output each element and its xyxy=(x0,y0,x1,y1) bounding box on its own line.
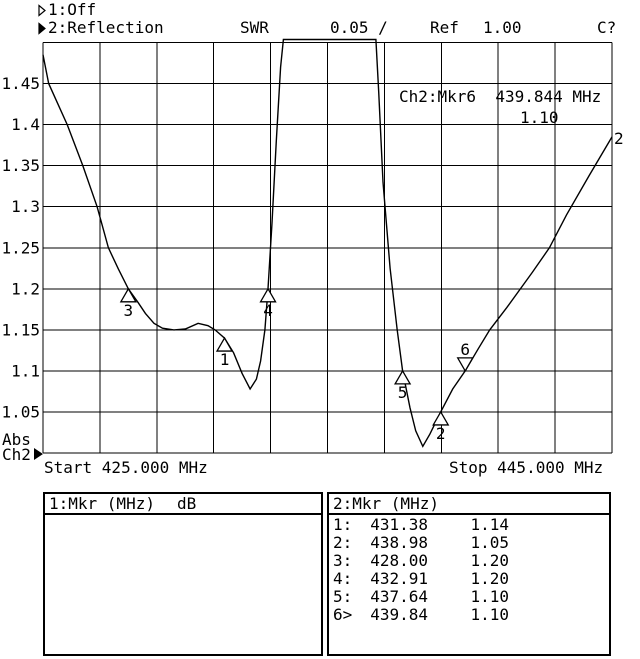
marker-value: 1.10 xyxy=(470,605,509,624)
ch1-marker-rows xyxy=(45,515,321,517)
ch2-marker-table: 2:Mkr (MHz) 1: 431.38 1.14 2: 438.98 1.05 3: 42… xyxy=(327,492,611,656)
ch2-marker-rows: 1: 431.38 1.14 2: 438.98 1.05 3: 428.00 1.20 4: 43… xyxy=(329,515,609,625)
format-label: SWR xyxy=(240,18,269,37)
marker-value: 1.05 xyxy=(470,533,509,552)
ch1-marker-table-header: 1:Mkr (MHz) dB xyxy=(45,494,321,515)
marker-3-triangle-icon xyxy=(119,287,137,303)
scale-per-div-value: 0.05 / xyxy=(330,18,388,37)
channel-1-status: 1:Off xyxy=(38,2,96,18)
ch1-marker-table: 1:Mkr (MHz) dB xyxy=(43,492,323,656)
marker-2-triangle-icon xyxy=(432,410,450,426)
y-tick-label: 1.2 xyxy=(11,279,40,298)
active-marker-readout-value: 1.10 xyxy=(520,108,559,127)
marker-1-triangle-icon xyxy=(215,336,234,352)
y-tick-label: 1.4 xyxy=(11,115,40,134)
marker-number: 4: xyxy=(333,569,353,588)
ch1-marker-table-unit: dB xyxy=(176,494,197,513)
channel-1-pointer-hollow-icon xyxy=(38,3,46,17)
marker-value: 1.20 xyxy=(470,551,509,570)
ch2-marker-table-header: 2:Mkr (MHz) xyxy=(329,494,609,515)
y-tick-label: 1.25 xyxy=(1,238,40,257)
marker-number: 6> xyxy=(333,605,353,624)
stop-frequency-label: Stop 445.000 MHz xyxy=(449,458,604,477)
y-tick-label: 1.3 xyxy=(11,197,40,216)
trace-number-label: 2 xyxy=(614,129,624,148)
swr-trace xyxy=(42,38,613,448)
y-tick-label: 1.1 xyxy=(11,361,40,380)
ch2-marker-table-title: 2:Mkr (MHz) xyxy=(333,494,439,513)
ch1-marker-table-title: 1:Mkr (MHz) xyxy=(49,494,155,513)
marker-6-number: 6 xyxy=(460,340,470,359)
marker-1-number: 1 xyxy=(220,350,230,369)
marker-2-number: 2 xyxy=(436,424,446,443)
marker-value: 1.14 xyxy=(470,515,509,534)
marker-4-triangle-icon xyxy=(259,287,277,303)
marker-frequency: 439.84 xyxy=(370,605,428,624)
active-channel-label: Ch2 xyxy=(2,445,31,464)
marker-number: 2: xyxy=(333,533,353,552)
marker-4-number: 4 xyxy=(263,301,273,320)
marker-row: 3: 428.00 1.20 xyxy=(329,553,609,571)
marker-frequency: 432.91 xyxy=(370,569,428,588)
y-tick-label: 1.35 xyxy=(1,156,40,175)
marker-row: 4: 432.91 1.20 xyxy=(329,571,609,589)
cal-status-label: C? xyxy=(597,18,617,37)
marker-frequency: 438.98 xyxy=(370,533,428,552)
marker-5-triangle-icon xyxy=(393,369,412,385)
y-tick-label: 1.05 xyxy=(1,402,40,421)
marker-frequency: 437.64 xyxy=(370,587,428,606)
marker-row: 2: 438.98 1.05 xyxy=(329,535,609,553)
ref-value: 1.00 xyxy=(483,18,522,37)
marker-number: 5: xyxy=(333,587,353,606)
marker-value: 1.20 xyxy=(470,569,509,588)
channel-2-label: 2:Reflection xyxy=(48,18,164,37)
marker-row: 1: 431.38 1.14 xyxy=(329,517,609,535)
marker-row: 6> 439.84 1.10 xyxy=(329,607,609,625)
marker-6-triangle-icon xyxy=(456,357,474,373)
swr-chart: 1.45 1.4 1.35 1.3 1.25 1.2 1.15 1.1 1.05 1 2 3 4 5 6 xyxy=(1,38,613,454)
marker-3-number: 3 xyxy=(124,301,134,320)
y-tick-label: 1.45 xyxy=(1,74,40,93)
marker-number: 1: xyxy=(333,515,353,534)
abs-mode-label: Abs xyxy=(2,430,31,449)
channel-1-label: 1:Off xyxy=(48,0,97,19)
ref-label: Ref xyxy=(430,18,459,37)
ref-level-pointer-icon xyxy=(34,448,43,460)
marker-row: 5: 437.64 1.10 xyxy=(329,589,609,607)
marker-number: 3: xyxy=(333,551,353,570)
marker-5-number: 5 xyxy=(398,383,408,402)
marker-frequency: 428.00 xyxy=(370,551,428,570)
marker-frequency: 431.38 xyxy=(370,515,428,534)
marker-value: 1.10 xyxy=(470,587,509,606)
active-marker-readout-freq: Ch2:Mkr6 439.844 MHz xyxy=(399,87,602,106)
start-frequency-label: Start 425.000 MHz xyxy=(44,458,208,477)
y-tick-label: 1.15 xyxy=(1,320,40,339)
channel-2-status: 2:Reflection xyxy=(38,20,164,36)
channel-2-pointer-filled-icon xyxy=(38,21,46,35)
